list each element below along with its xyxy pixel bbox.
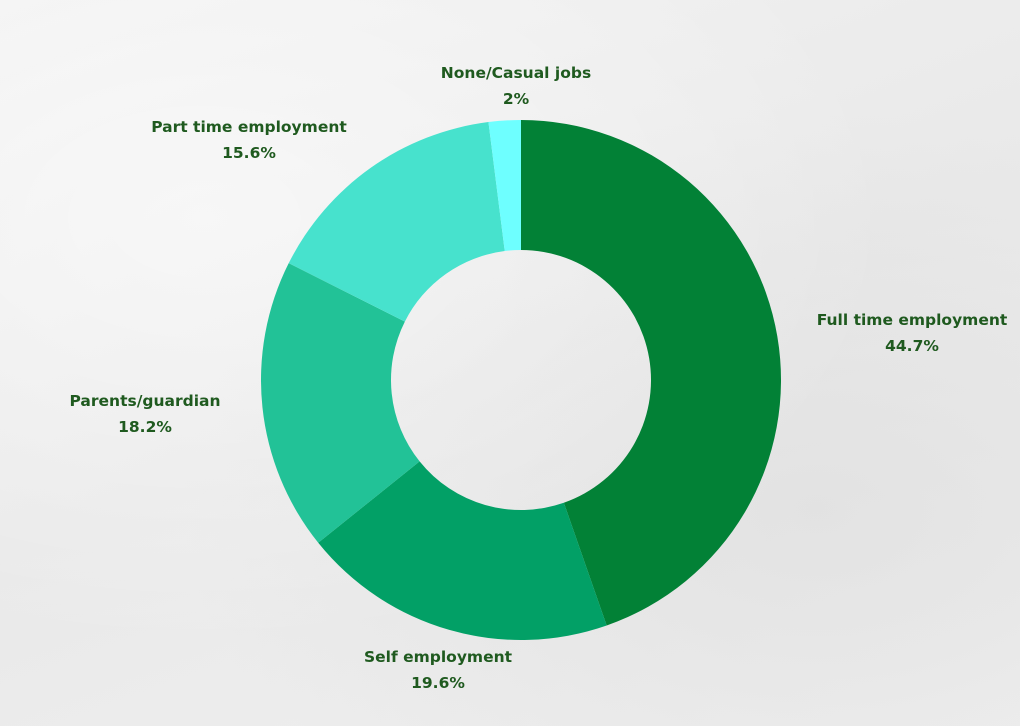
donut-slices: [260, 120, 782, 640]
slice-full-time-employment: [521, 120, 782, 626]
slice-label-name: Part time employment: [151, 118, 347, 136]
slice-self-employment: [318, 461, 607, 640]
slice-labels: Full time employment 44.7% Self employment…: [69, 64, 1007, 692]
slice-label-name: Parents/guardian: [69, 392, 220, 410]
slice-label-value: 15.6%: [222, 144, 276, 162]
slice-label-value: 44.7%: [885, 337, 939, 355]
slice-none-casual-jobs: [488, 120, 521, 252]
slice-label-value: 2%: [503, 90, 530, 108]
slice-parents-guardian: [260, 263, 420, 543]
slice-part-time-employment: [288, 122, 505, 322]
slice-label-value: 19.6%: [411, 674, 465, 692]
slice-label-name: None/Casual jobs: [441, 64, 591, 82]
slice-label-name: Self employment: [364, 648, 513, 666]
slice-label-value: 18.2%: [118, 418, 172, 436]
slice-label-name: Full time employment: [817, 311, 1008, 329]
